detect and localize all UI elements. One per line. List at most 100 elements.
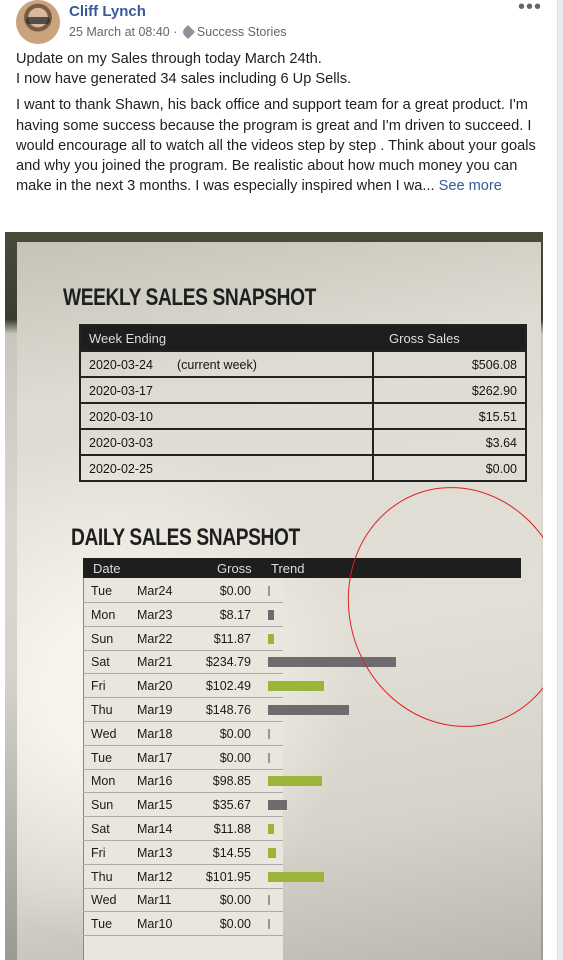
day-date: Mar12	[137, 869, 173, 884]
day-gross: $35.67	[212, 798, 251, 813]
week-ending: 2020-03-17	[89, 384, 153, 398]
row-divider	[83, 816, 283, 818]
trend-bar	[268, 681, 324, 692]
author-name[interactable]: Cliff Lynch	[69, 3, 146, 20]
meta-separator: ·	[173, 25, 178, 39]
week-ending: 2020-02-25	[89, 462, 153, 476]
day-name: Tue	[91, 584, 113, 598]
daily-row: Wed Mar11 $0.00	[83, 889, 521, 913]
post-meta: 25 March at 08:40 · Success Stories	[69, 24, 287, 40]
daily-row: Mon Mar23 $8.17	[83, 604, 521, 627]
daily-row: Thu Mar12 $101.95	[83, 866, 521, 889]
day-gross: $14.55	[212, 845, 251, 860]
printed-sheet: WEEKLY SALES SNAPSHOT Week Ending Gross …	[17, 242, 541, 960]
day-date: Mar19	[137, 703, 173, 717]
post-photo[interactable]: WEEKLY SALES SNAPSHOT Week Ending Gross …	[5, 232, 543, 960]
day-gross: $11.88	[213, 822, 251, 836]
trend-bar	[268, 633, 275, 644]
trend-bar	[268, 586, 270, 596]
day-name: Sat	[91, 655, 110, 670]
week-gross: $506.08	[471, 358, 517, 372]
weekly-row: 2020-03-17 $262.90	[81, 376, 525, 404]
trend-bar	[268, 752, 270, 763]
row-divider	[83, 744, 283, 746]
column-divider	[372, 378, 374, 404]
row-divider	[83, 935, 283, 937]
day-date: Mar14	[137, 822, 173, 836]
day-name: Thu	[91, 869, 113, 884]
day-date: Mar16	[137, 774, 173, 789]
daily-row: Tue Mar17 $0.00	[83, 747, 521, 770]
daily-row: Sun Mar15 $35.67	[83, 794, 521, 818]
day-gross: $234.79	[205, 655, 251, 670]
header-gross: Gross	[217, 561, 252, 576]
post-header: Cliff Lynch 25 March at 08:40 · Success …	[16, 0, 546, 46]
day-date: Mar23	[137, 607, 173, 622]
daily-row: Mon Mar16 $98.85	[83, 770, 521, 794]
daily-title: DAILY SALES SNAPSHOT	[71, 524, 300, 551]
day-gross: $102.49	[205, 679, 251, 694]
row-divider	[83, 673, 283, 675]
weekly-row: 2020-02-25 $0.00	[81, 454, 525, 482]
week-gross: $15.51	[478, 410, 517, 424]
more-options-icon[interactable]: •••	[517, 0, 542, 18]
day-name: Sun	[91, 798, 114, 813]
day-name: Tue	[91, 917, 113, 932]
row-divider	[83, 697, 283, 699]
post-paragraph: I want to thank Shawn, his back office a…	[16, 97, 536, 195]
trend-bar	[268, 895, 270, 906]
daily-header: Date Gross Trend	[83, 558, 521, 578]
trend-bar	[268, 800, 288, 811]
see-more-link[interactable]: See more	[438, 178, 502, 195]
day-name: Thu	[91, 703, 113, 717]
day-gross: $0.00	[219, 750, 251, 765]
avatar[interactable]	[16, 0, 60, 44]
day-gross: $0.00	[219, 893, 251, 908]
day-date: Mar11	[137, 893, 172, 908]
week-gross: $0.00	[485, 462, 517, 476]
post-text: Update on my Sales through today March 2…	[16, 49, 546, 202]
trend-bar	[268, 871, 324, 882]
daily-row: Fri Mar13 $14.55	[83, 842, 521, 865]
header-week-ending: Week Ending	[89, 331, 167, 346]
trend-bar	[268, 847, 276, 858]
day-name: Mon	[91, 607, 116, 622]
day-gross: $98.85	[212, 774, 251, 789]
timestamp[interactable]: 25 March at 08:40	[69, 25, 170, 39]
column-divider	[372, 456, 374, 482]
daily-table: Date Gross Trend Tue Mar24 $0.00 Mon Mar23 $8…	[83, 558, 521, 960]
column-divider	[372, 352, 374, 378]
group-tag[interactable]: Success Stories	[196, 25, 287, 39]
week-note: (current week)	[177, 358, 257, 372]
day-date: Mar13	[137, 845, 173, 860]
day-name: Wed	[91, 726, 117, 741]
daily-row: Sun Mar22 $11.87	[83, 628, 521, 651]
trend-bar	[268, 705, 350, 715]
day-date: Mar21	[137, 655, 173, 670]
row-divider	[83, 625, 283, 627]
week-gross: $3.64	[485, 436, 517, 450]
header-date: Date	[93, 561, 121, 576]
row-divider	[83, 887, 283, 889]
column-divider	[372, 430, 374, 456]
day-name: Mon	[91, 774, 116, 789]
tag-icon	[180, 24, 195, 40]
day-date: Mar10	[137, 917, 173, 932]
daily-row: Tue Mar24 $0.00	[83, 580, 521, 603]
week-gross: $262.90	[471, 384, 517, 398]
trend-bar	[268, 824, 275, 834]
daily-row: Wed Mar18 $0.00	[83, 723, 521, 746]
day-name: Tue	[91, 750, 113, 765]
trend-bar	[268, 609, 274, 620]
week-ending: 2020-03-10	[89, 410, 153, 424]
day-name: Sat	[91, 822, 110, 836]
trend-bar	[268, 728, 270, 739]
daily-row: Sat Mar14 $11.88	[83, 818, 521, 841]
row-divider	[83, 911, 283, 913]
week-ending: 2020-03-03	[89, 436, 153, 450]
weekly-row: 2020-03-10 $15.51	[81, 402, 525, 430]
row-divider	[83, 649, 283, 651]
daily-row: Sat Mar21 $234.79	[83, 651, 521, 675]
day-name: Wed	[91, 893, 117, 908]
